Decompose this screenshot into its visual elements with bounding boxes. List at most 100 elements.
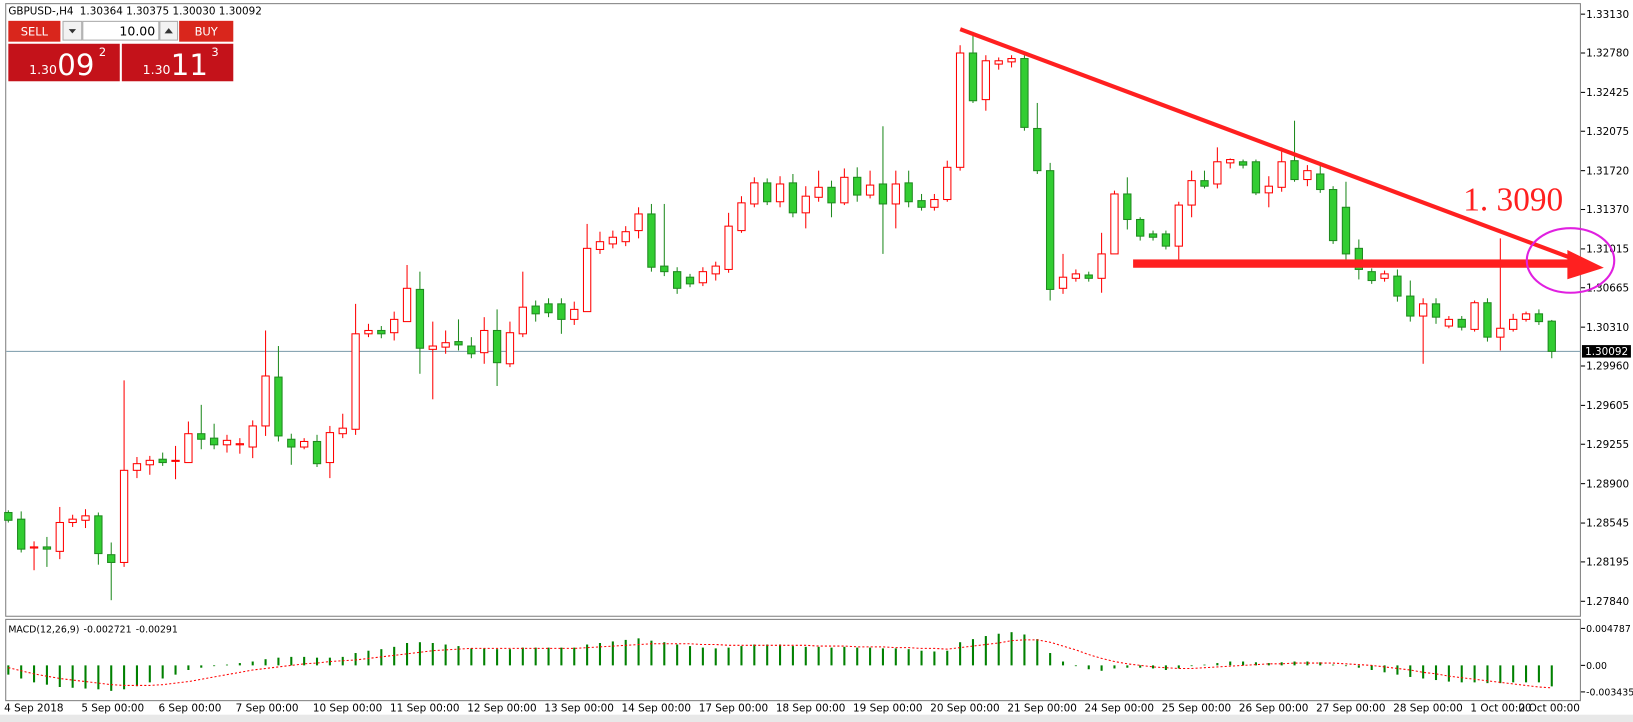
candle-body [1187,180,1196,206]
candle-body [801,195,810,214]
candle-body [1264,185,1273,194]
y-tick-label: 1.32425 [1586,87,1629,99]
candle-body [1020,58,1029,128]
candle-body [1509,318,1518,330]
candle-body [1251,161,1261,194]
candle-body [197,433,206,440]
macd-title: MACD(12,26,9) -0.002721 -0.00291 [8,624,178,635]
candle-body [1200,180,1209,187]
x-tick-label: 1 Oct 00:00 [1470,703,1531,715]
signal-line [8,639,1552,689]
candle-body [1483,302,1492,338]
candle-body [1110,193,1119,255]
y-tick-label: 1.29960 [1586,361,1629,373]
horizontal-arrow [1133,259,1571,268]
x-tick-label: 17 Sep 00:00 [699,703,768,715]
candle-body [531,305,540,315]
tab-strip [0,714,1633,722]
sell-label[interactable]: SELL [21,24,49,38]
candle-body [1226,159,1235,164]
candle-body [1470,302,1479,330]
x-tick-label: 6 Sep 00:00 [159,703,222,715]
candle-body [891,183,900,205]
candle-body [788,182,798,214]
signal-value: -0.00291 [136,624,178,635]
x-tick-label: 7 Sep 00:00 [236,703,299,715]
candle-body [595,241,605,250]
candle-body [107,554,116,563]
y-tick-label: 0.00 [1586,661,1607,672]
candle-body [428,345,437,350]
candle-body [1303,170,1312,181]
y-tick-label: 1.28195 [1586,557,1629,569]
candle-body [685,276,695,285]
candle-body [287,438,296,448]
y-tick-label: 1.32075 [1586,126,1629,138]
x-tick-label: 27 Sep 00:00 [1316,703,1385,715]
candle-body [1007,58,1016,63]
x-tick-label: 28 Sep 00:00 [1393,703,1462,715]
candle-body [814,186,823,198]
candle-body [994,60,1003,65]
buy-button[interactable] [179,20,234,42]
buy-label[interactable]: BUY [195,24,219,38]
candle-body [1097,253,1106,279]
candle-body [775,183,785,203]
candle-body [29,546,39,549]
sell-big: 09 [57,48,94,82]
candle-body [132,463,142,471]
candle-body [1406,295,1415,317]
sell-sup: 2 [99,45,106,59]
sell-price-box[interactable] [8,43,120,82]
x-tick-label: 11 Sep 00:00 [390,703,459,715]
sell-prefix: 1.30 [29,62,57,77]
y-tick-label: 1.28900 [1586,478,1629,490]
y-tick-label: 1.29255 [1586,439,1629,451]
candle-body [338,427,347,435]
candle-body [750,182,759,205]
candle-body [647,213,656,268]
candle-body [184,433,193,464]
candle-body [454,341,463,346]
candle-body [660,265,669,273]
candle-body [42,546,52,550]
candle-body [274,376,283,437]
x-tick-label: 24 Sep 00:00 [1085,703,1154,715]
volume-input[interactable] [82,20,160,41]
candle-body [94,515,103,555]
candle-body [209,437,219,446]
candle-body [672,271,682,289]
x-tick-label: 14 Sep 00:00 [622,703,691,715]
volume-value[interactable]: 10.00 [119,23,155,38]
buy-price-box[interactable] [121,43,234,82]
candle-body [17,518,26,550]
x-tick-label: 12 Sep 00:00 [467,703,536,715]
candle-body [1071,273,1081,279]
candle-body [1354,247,1364,270]
candle-body [1316,173,1325,191]
up-icon [164,28,173,34]
candle-body [904,182,913,203]
candle-body [1418,303,1428,317]
y-tick-label: 1.30310 [1586,322,1629,334]
candle-body [325,432,335,464]
price-pane [5,3,1581,617]
candle-body [261,375,270,427]
candle-body [621,231,630,243]
x-tick-label: 10 Sep 00:00 [313,703,382,715]
candle-body [544,303,553,314]
candle-body [235,443,245,446]
candle-body [364,329,373,335]
candle-body [1380,273,1389,279]
sell-button[interactable] [8,20,61,42]
y-tick-label: 1.32780 [1586,48,1629,60]
candle-body [557,303,566,320]
candle-body [222,439,232,446]
annotation: 1. 3090 [1463,181,1563,218]
ohlc: 1.30364 1.30375 1.30030 1.30092 [80,6,262,18]
candle-body [68,518,77,524]
candle-body [827,186,836,204]
candle-body [1213,161,1222,185]
candle-body [930,198,939,208]
candle-body [1148,233,1158,238]
